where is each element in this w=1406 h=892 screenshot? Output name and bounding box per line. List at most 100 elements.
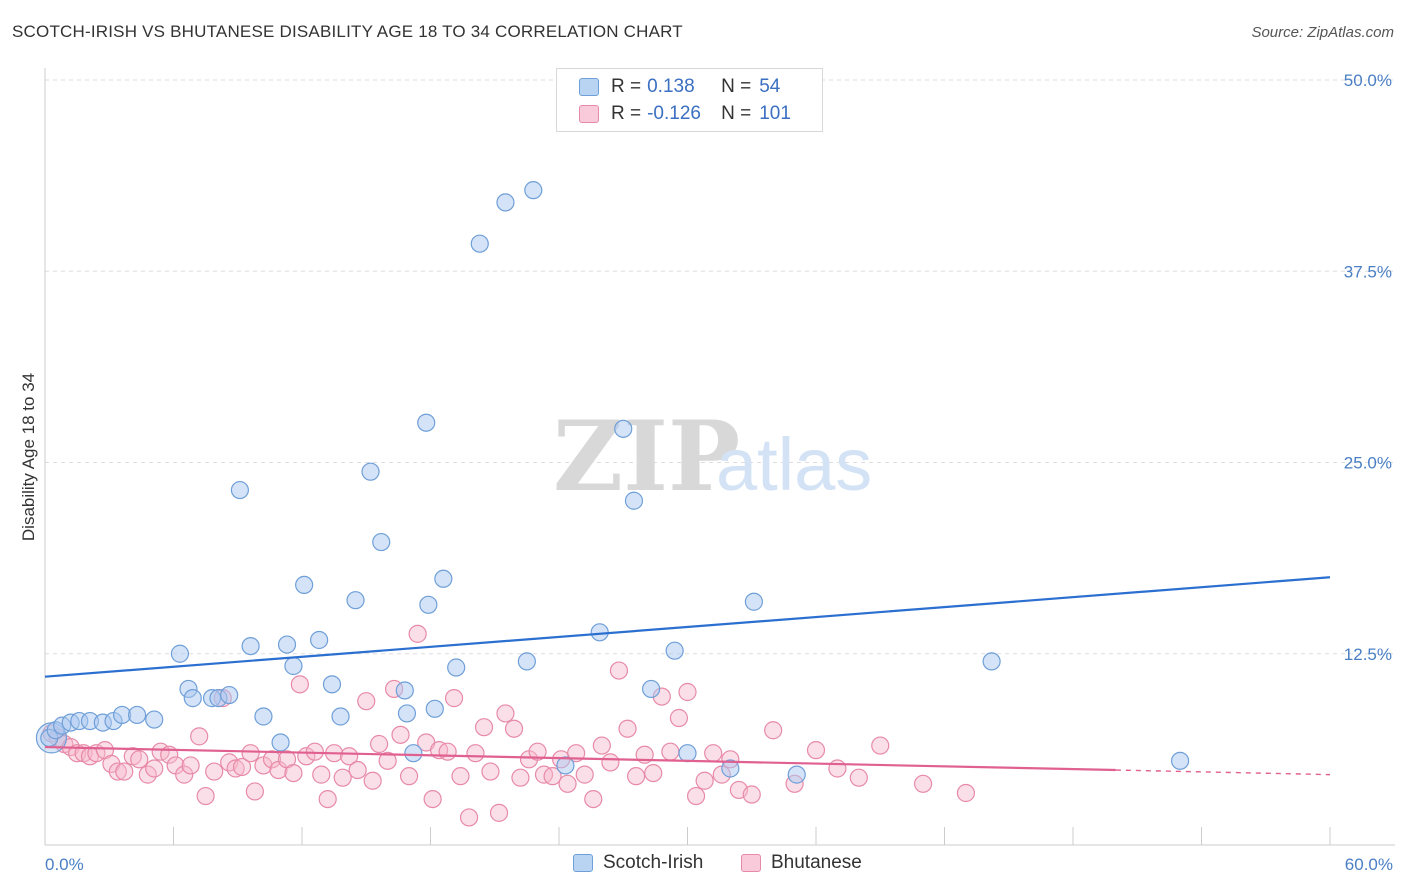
data-point-bhutanese (849, 768, 868, 787)
data-point-scotch-irish (404, 744, 423, 763)
data-point-scotch-irish (361, 462, 380, 481)
data-point-bhutanese (592, 736, 611, 755)
y-tick-label: 50.0% (1344, 71, 1392, 90)
data-point-bhutanese (609, 661, 629, 680)
data-point-scotch-irish (322, 675, 342, 694)
data-point-scotch-irish (982, 652, 1001, 671)
data-point-scotch-irish (524, 181, 543, 200)
legend-n-value: 101 (759, 103, 791, 124)
data-point-bhutanese (245, 782, 264, 801)
data-point-bhutanese (318, 789, 337, 809)
series-label-scotch-irish: Scotch-Irish (603, 852, 704, 873)
trend-line-bhutanese (44, 745, 1116, 772)
legend-r-value: -0.126 (647, 103, 701, 124)
data-point-scotch-irish (787, 765, 806, 784)
data-point-bhutanese (575, 765, 594, 784)
data-point-scotch-irish (372, 532, 391, 552)
data-point-bhutanese (828, 759, 847, 778)
legend-r-value: 0.138 (647, 76, 695, 97)
data-point-bhutanese (190, 727, 209, 746)
data-point-bhutanese (686, 786, 706, 806)
data-point-bhutanese (459, 808, 479, 827)
data-point-scotch-irish (614, 419, 633, 438)
data-point-bhutanese (408, 624, 427, 643)
data-point-bhutanese (370, 734, 389, 754)
data-point-scotch-irish (241, 636, 260, 656)
data-point-scotch-irish (397, 704, 417, 723)
data-point-bhutanese (806, 741, 826, 760)
legend-swatch-blue (579, 78, 599, 96)
data-point-bhutanese (764, 721, 783, 740)
data-point-scotch-irish (641, 679, 661, 699)
data-point-scotch-irish (230, 480, 249, 500)
data-point-bhutanese (661, 742, 680, 761)
legend-n-label: N = (721, 103, 752, 124)
data-point-bhutanese (704, 744, 723, 763)
data-point-scotch-irish (721, 759, 740, 778)
data-point-bhutanese (438, 742, 457, 761)
data-point-bhutanese (451, 767, 470, 786)
data-point-bhutanese (241, 744, 260, 763)
source-label: Source: ZipAtlas.com (1251, 24, 1394, 41)
data-point-bhutanese (348, 760, 367, 780)
data-point-bhutanese (181, 756, 200, 775)
data-point-bhutanese (205, 762, 224, 781)
trend-line-bhutanese-extension (1115, 769, 1331, 776)
y-axis-label: Disability Age 18 to 34 (19, 373, 38, 541)
data-point-scotch-irish (417, 413, 436, 432)
trend-line-scotch-irish (44, 576, 1331, 678)
data-point-scotch-irish (434, 569, 453, 588)
axes (44, 68, 1395, 846)
data-point-scotch-irish (284, 656, 303, 676)
data-point-bhutanese (481, 762, 500, 781)
data-point-scotch-irish (170, 644, 190, 663)
data-point-bhutanese (232, 757, 252, 777)
data-point-scotch-irish (447, 658, 466, 677)
data-point-scotch-irish (183, 689, 202, 708)
data-point-bhutanese (695, 771, 714, 790)
watermark-zip: ZIP (553, 400, 740, 513)
data-point-bhutanese (290, 675, 309, 694)
data-point-scotch-irish (1170, 751, 1190, 770)
data-point-scotch-irish (395, 681, 414, 700)
data-point-bhutanese (504, 719, 524, 738)
series-legend: Scotch-Irish Bhutanese (0, 852, 1406, 878)
correlation-legend: R = 0.138 N = 54 R = -0.126 N = 101 (556, 68, 823, 132)
axis-labels: 12.5% 25.0% 37.5% 50.0% 0.0% 60.0% Disability … (19, 71, 1393, 874)
data-point-bhutanese (175, 765, 194, 784)
legend-swatch-pink (579, 105, 599, 123)
data-point-bhutanese (226, 759, 245, 778)
scotch-irish-points (35, 181, 1190, 784)
data-point-scotch-irish (419, 595, 438, 614)
gridlines (45, 79, 1395, 655)
series-legend-scotch-irish: Scotch-Irish (573, 852, 703, 874)
series-label-bhutanese: Bhutanese (771, 852, 862, 873)
data-point-bhutanese (496, 704, 515, 723)
chart-title: SCOTCH-IRISH VS BHUTANESE DISABILITY AGE… (12, 22, 683, 41)
data-point-bhutanese (584, 789, 603, 809)
data-point-bhutanese (363, 771, 382, 790)
data-point-bhutanese (444, 689, 464, 708)
y-tick-label: 37.5% (1344, 262, 1392, 281)
data-point-bhutanese (669, 708, 689, 728)
data-point-bhutanese (466, 744, 485, 763)
legend-r-label: R = (611, 76, 642, 97)
data-point-bhutanese (489, 803, 509, 822)
data-point-bhutanese (130, 750, 149, 769)
data-point-bhutanese (913, 774, 933, 793)
data-point-scotch-irish (556, 756, 575, 775)
y-tick-label: 25.0% (1344, 454, 1392, 473)
data-point-bhutanese (340, 747, 359, 766)
data-point-bhutanese (423, 789, 442, 809)
data-point-bhutanese (357, 692, 376, 711)
data-point-scotch-irish (496, 193, 515, 212)
data-point-bhutanese (678, 682, 697, 702)
watermark-atlas: atlas (716, 423, 872, 506)
legend-r-label: R = (611, 103, 642, 124)
y-tick-label: 12.5% (1344, 645, 1392, 664)
data-point-bhutanese (312, 765, 331, 784)
data-point-bhutanese (108, 762, 127, 781)
data-point-bhutanese (145, 759, 164, 778)
